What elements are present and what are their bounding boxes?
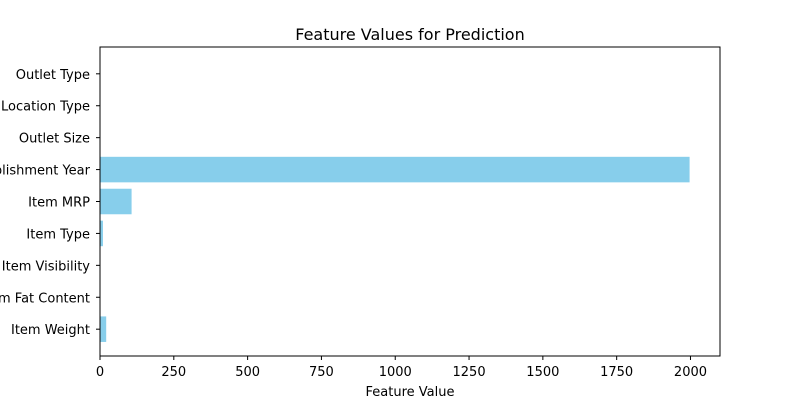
x-tick-label: 1750 [600, 365, 633, 380]
x-axis: 0 250 500 750 1000 1250 1500 1750 2000 [96, 356, 707, 380]
x-tick-label: 1000 [379, 365, 412, 380]
bar-item-weight [100, 316, 107, 342]
y-tick-label: Item Weight [11, 323, 90, 338]
bar-item-type [100, 220, 103, 247]
x-tick-label: 500 [235, 365, 260, 380]
x-tick-label: 0 [96, 365, 104, 380]
bar-outlet-establishment-year [100, 156, 690, 183]
chart-title: Feature Values for Prediction [295, 25, 524, 44]
y-tick-label: Item Type [26, 227, 90, 242]
bars-layer [100, 61, 690, 342]
y-tick-label: Item Fat Content [0, 291, 90, 306]
y-axis: Item Weight Item Fat Content Item Visibili… [0, 68, 100, 338]
x-tick-label: 2000 [674, 365, 707, 380]
y-tick-label: Outlet Size [19, 132, 90, 147]
y-tick-label: Outlet Location Type [0, 100, 90, 115]
y-tick-label: Item MRP [28, 196, 90, 211]
x-tick-label: 1500 [526, 365, 559, 380]
y-tick-label: Item Visibility [2, 259, 91, 274]
x-tick-label: 250 [161, 365, 186, 380]
y-tick-label: Outlet Type [16, 68, 90, 83]
x-tick-label: 750 [309, 365, 334, 380]
y-tick-label: Outlet Establishment Year [0, 164, 91, 179]
bar-item-mrp [100, 188, 132, 215]
x-tick-label: 1250 [453, 365, 486, 380]
x-axis-label: Feature Value [366, 385, 455, 400]
plot-frame [99, 46, 721, 357]
